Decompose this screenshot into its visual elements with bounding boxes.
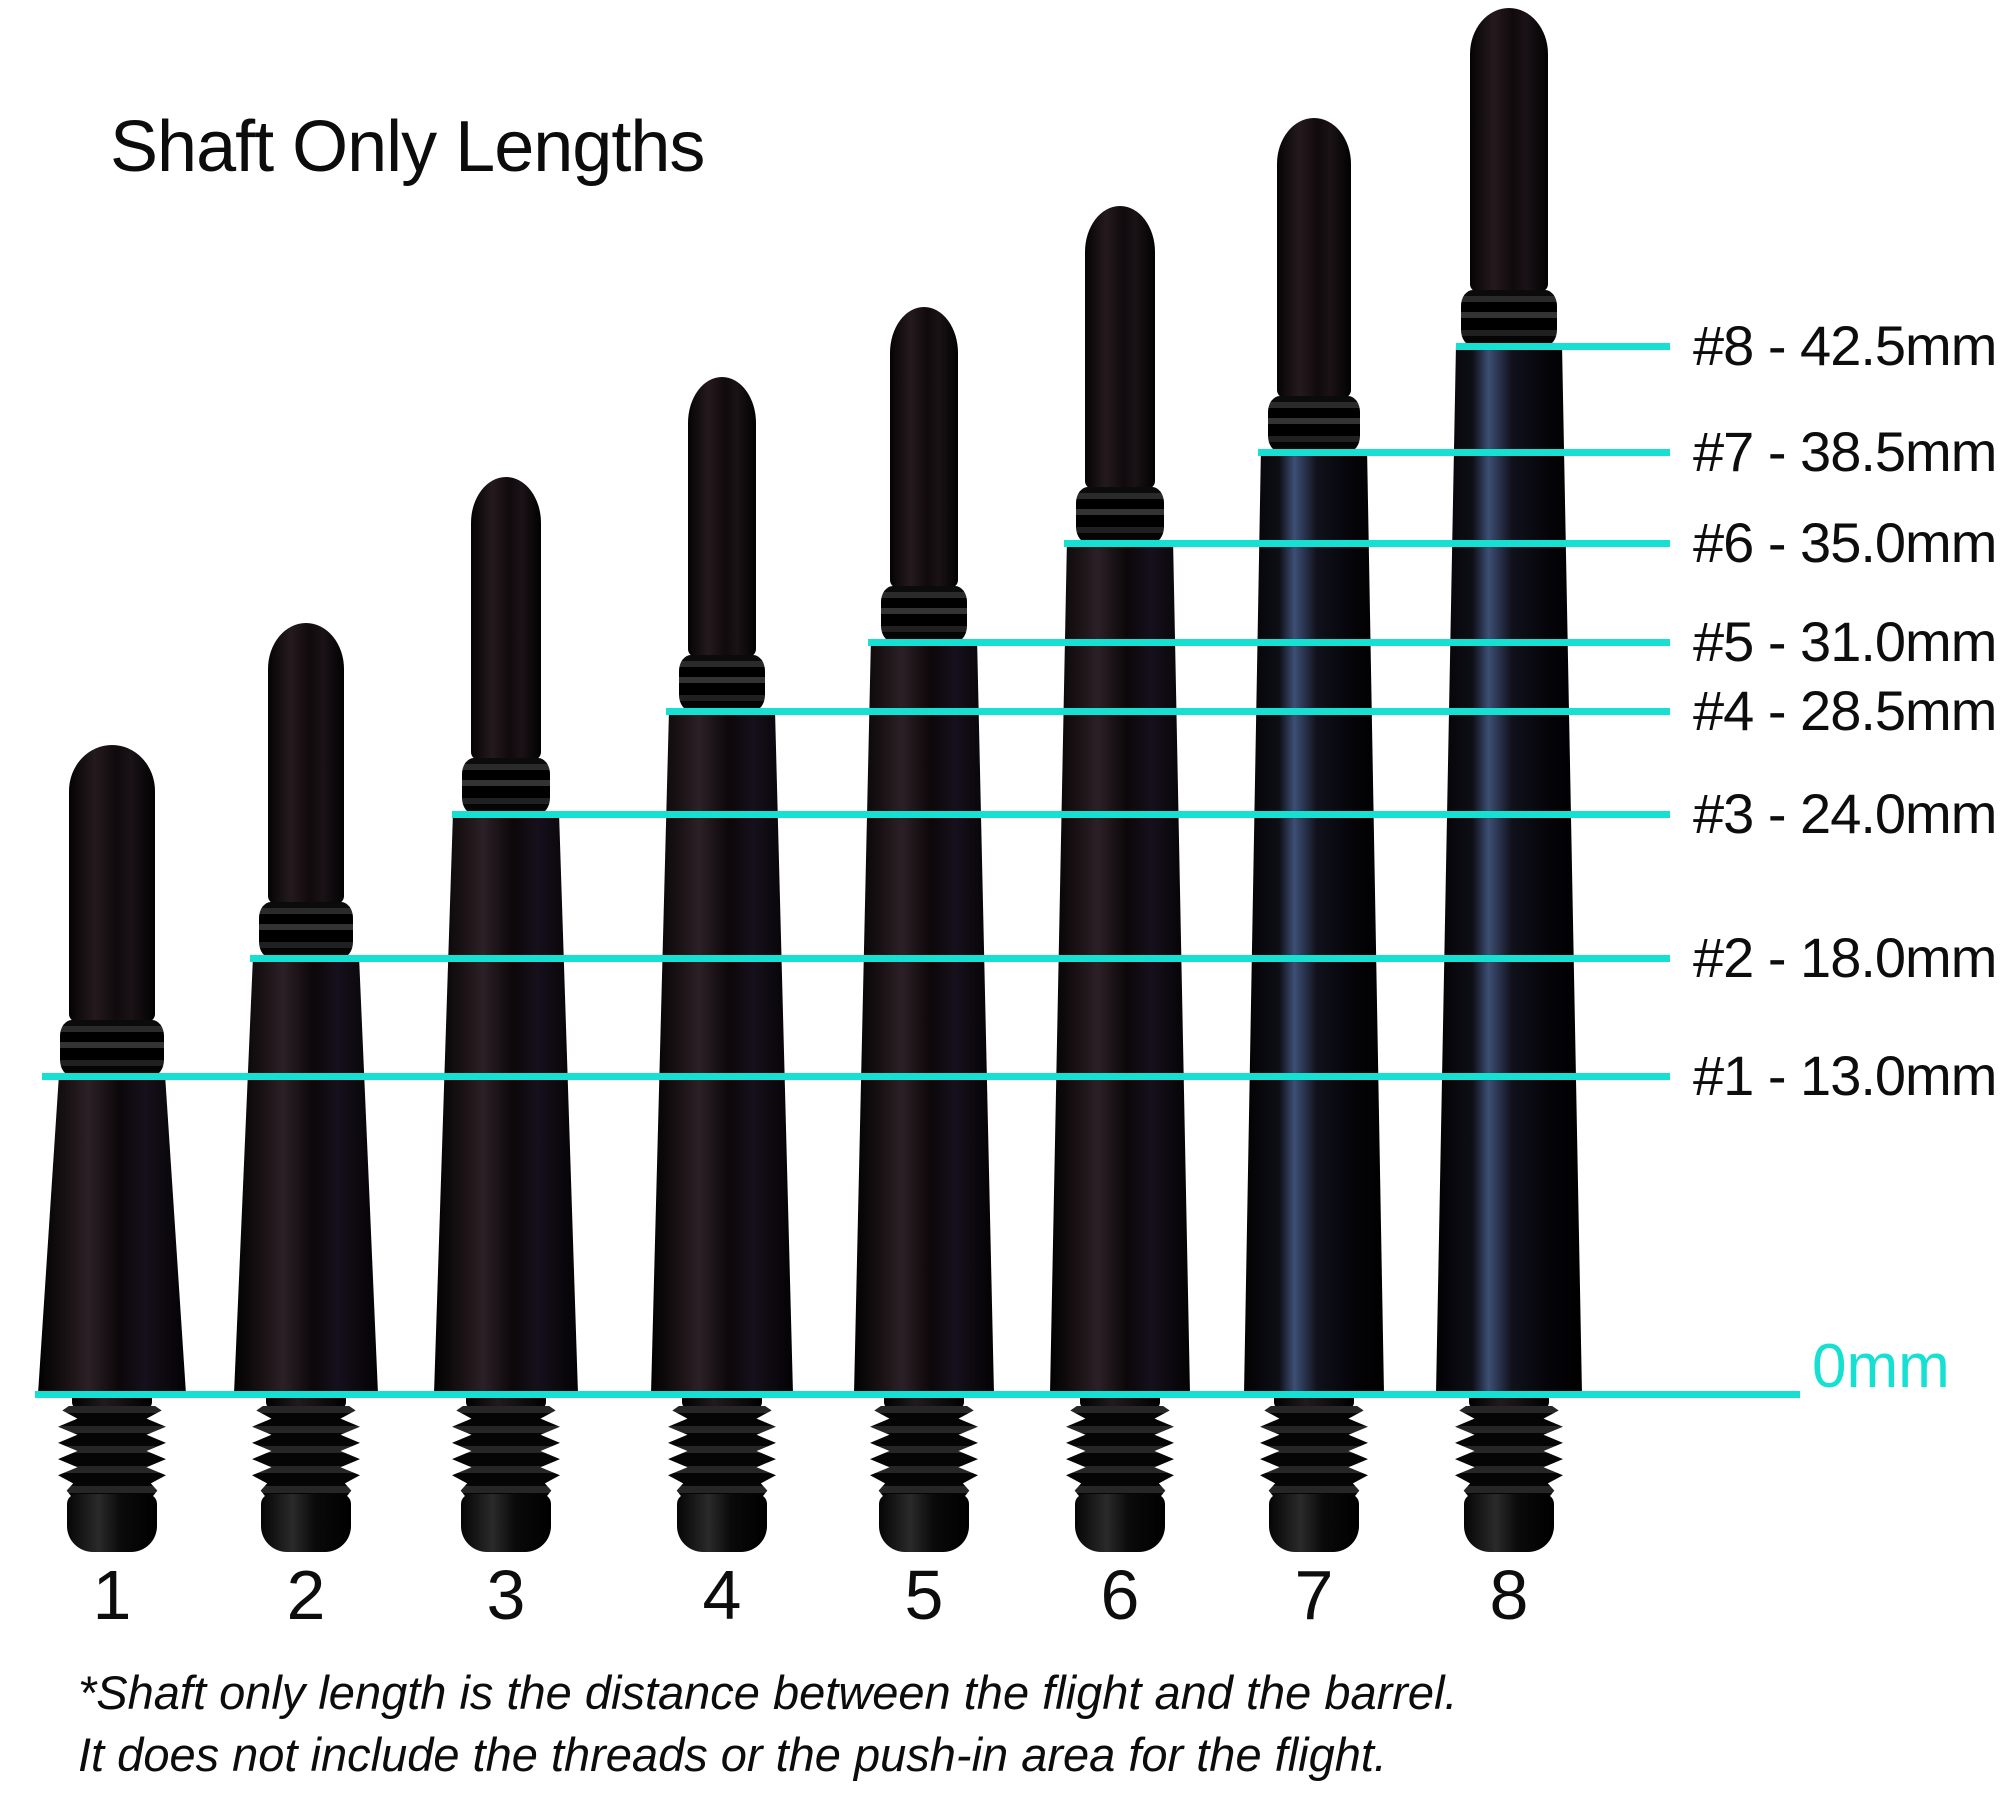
shaft-number-8: 8 (1489, 1556, 1529, 1634)
shaft-number-1: 1 (92, 1556, 132, 1634)
length-label-5: #5 - 31.0mm (1693, 610, 1997, 673)
length-label-6: #6 - 35.0mm (1693, 511, 1997, 574)
shaft-body (1244, 450, 1384, 1394)
thread-tip (1269, 1494, 1359, 1552)
shaft-tip (688, 377, 756, 657)
shaft-body (1050, 541, 1190, 1394)
zero-baseline (35, 1391, 1800, 1398)
shaft-tip (471, 477, 541, 760)
shaft-number-2: 2 (286, 1556, 326, 1634)
shaft-ring (1461, 290, 1557, 346)
shaft-tip (69, 745, 155, 1022)
shaft-number-6: 6 (1100, 1556, 1140, 1634)
shaft-body (1436, 344, 1582, 1394)
thread-tip (677, 1494, 767, 1552)
shaft-tip (1470, 8, 1548, 292)
thread-tip (879, 1494, 969, 1552)
length-label-8: #8 - 42.5mm (1693, 314, 1997, 377)
measure-line-6 (1064, 540, 1670, 547)
screw-threads (1066, 1406, 1174, 1496)
shaft-tip (1277, 118, 1351, 398)
measure-line-2 (250, 955, 1670, 962)
measure-line-8 (1456, 343, 1670, 350)
shaft-ring (1076, 487, 1164, 543)
shaft-body (854, 640, 994, 1394)
shaft-tip (1085, 206, 1155, 489)
shaft-body (434, 812, 578, 1394)
shaft-ring (60, 1020, 164, 1076)
length-label-2: #2 - 18.0mm (1693, 926, 1997, 989)
length-label-4: #4 - 28.5mm (1693, 679, 1997, 742)
shaft-ring (259, 902, 353, 958)
screw-threads (58, 1406, 166, 1496)
footnote-line-1: *Shaft only length is the distance betwe… (78, 1666, 1458, 1719)
shaft-ring (881, 586, 967, 642)
zero-baseline-label: 0mm (1812, 1332, 1950, 1401)
thread-tip (1075, 1494, 1165, 1552)
thread-tip (261, 1494, 351, 1552)
shaft-tip (268, 623, 344, 904)
chart-title: Shaft Only Lengths (110, 107, 705, 187)
footnote-line-2: It does not include the threads or the p… (78, 1728, 1387, 1781)
thread-tip (1464, 1494, 1554, 1552)
shaft-ring (462, 758, 550, 814)
measure-line-1 (42, 1073, 1670, 1080)
length-label-1: #1 - 13.0mm (1693, 1044, 1997, 1107)
shaft-body (38, 1074, 186, 1394)
screw-threads (870, 1406, 978, 1496)
screw-threads (668, 1406, 776, 1496)
footnote: *Shaft only length is the distance betwe… (78, 1662, 1458, 1786)
length-label-7: #7 - 38.5mm (1693, 420, 1997, 483)
screw-threads (1455, 1406, 1563, 1496)
shaft-ring (1268, 396, 1360, 452)
shaft-body (651, 709, 793, 1394)
screw-threads (1260, 1406, 1368, 1496)
measure-line-3 (452, 811, 1670, 818)
shaft-tip (890, 307, 958, 588)
screw-threads (252, 1406, 360, 1496)
shaft-number-3: 3 (486, 1556, 526, 1634)
shaft-ring (679, 655, 765, 711)
shaft-number-4: 4 (702, 1556, 742, 1634)
thread-tip (67, 1494, 157, 1552)
measure-line-4 (666, 708, 1670, 715)
measure-line-7 (1258, 449, 1670, 456)
screw-threads (452, 1406, 560, 1496)
shaft-number-5: 5 (904, 1556, 944, 1634)
measure-line-5 (868, 639, 1670, 646)
thread-tip (461, 1494, 551, 1552)
shaft-body (234, 956, 378, 1394)
length-label-3: #3 - 24.0mm (1693, 782, 1997, 845)
shaft-number-7: 7 (1294, 1556, 1334, 1634)
